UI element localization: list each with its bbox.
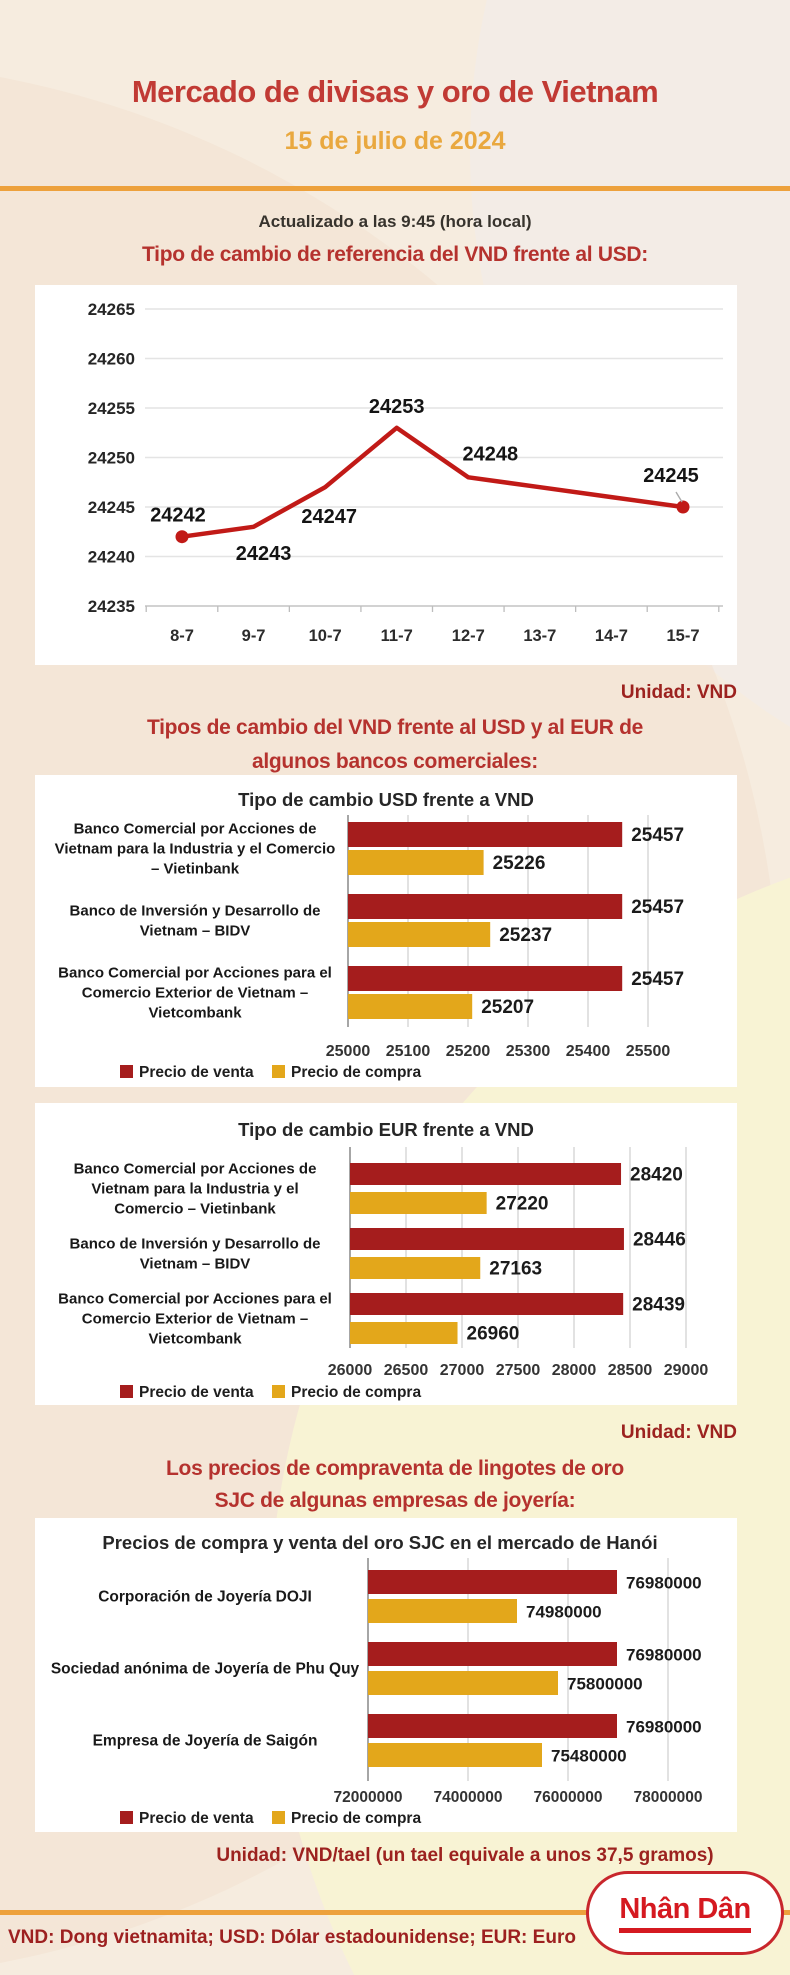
usd-vnd-bar-chart: Tipo de cambio USD frente a VND 25000 2510… [55, 789, 684, 1081]
svg-text:26000: 26000 [328, 1362, 373, 1379]
svg-text:14-7: 14-7 [595, 627, 628, 645]
section-heading-gold: Los precios de compraventa de lingotes d… [166, 1457, 624, 1512]
svg-text:24260: 24260 [88, 350, 135, 369]
svg-text:25100: 25100 [386, 1043, 431, 1060]
svg-text:Precios de compra y venta del: Precios de compra y venta del oro SJC en… [102, 1532, 657, 1553]
svg-text:27000: 27000 [440, 1362, 485, 1379]
footer-abbreviations: VND: Dong vietnamita; USD: Dólar estadou… [8, 1927, 576, 1948]
svg-text:27500: 27500 [496, 1362, 541, 1379]
nhan-dan-logo: Nhân Dân [586, 1871, 784, 1955]
svg-text:24242: 24242 [150, 505, 206, 527]
svg-text:24245: 24245 [88, 498, 135, 517]
svg-text:24245: 24245 [643, 465, 699, 487]
svg-text:15-7: 15-7 [666, 627, 699, 645]
svg-text:78000000: 78000000 [634, 1789, 703, 1806]
svg-text:24253: 24253 [369, 396, 425, 418]
svg-text:27163: 27163 [489, 1259, 542, 1280]
svg-text:Tipo de cambio USD frente a VN: Tipo de cambio USD frente a VND [238, 789, 534, 810]
svg-text:26500: 26500 [384, 1362, 429, 1379]
svg-text:11-7: 11-7 [381, 627, 413, 645]
svg-text:24265: 24265 [88, 300, 135, 319]
svg-text:8-7: 8-7 [170, 627, 194, 645]
svg-text:Precio de venta: Precio de venta [139, 1384, 254, 1401]
svg-text:25237: 25237 [499, 925, 552, 946]
svg-text:25300: 25300 [506, 1043, 551, 1060]
svg-text:Banco Comercial por Acciones d: Banco Comercial por Acciones de Vietnam p… [74, 1161, 317, 1218]
svg-text:28439: 28439 [632, 1295, 685, 1316]
unit-label-gold: Unidad: VND/tael (un tael equivale a uno… [216, 1845, 714, 1866]
svg-text:13-7: 13-7 [523, 627, 556, 645]
svg-text:28500: 28500 [608, 1362, 653, 1379]
svg-text:25226: 25226 [493, 853, 546, 874]
svg-text:27220: 27220 [496, 1194, 549, 1215]
section-heading-reference-rate: Tipo de cambio de referencia del VND fre… [142, 243, 648, 266]
page-title: Mercado de divisas y oro de Vietnam [131, 74, 659, 109]
svg-text:26960: 26960 [467, 1324, 520, 1345]
unit-label-reference: Unidad: VND [620, 682, 737, 703]
svg-text:Empresa de Joyería de Saigón: Empresa de Joyería de Saigón [93, 1733, 318, 1750]
svg-text:25457: 25457 [631, 969, 684, 990]
svg-text:74000000: 74000000 [434, 1789, 503, 1806]
svg-text:28446: 28446 [633, 1230, 686, 1251]
svg-text:25000: 25000 [326, 1043, 371, 1060]
svg-text:24235: 24235 [88, 597, 135, 616]
svg-text:25207: 25207 [481, 997, 534, 1018]
svg-text:75480000: 75480000 [551, 1747, 627, 1766]
svg-text:Tipo de cambio EUR frente a VN: Tipo de cambio EUR frente a VND [238, 1119, 534, 1140]
footer-divider [0, 1910, 790, 1915]
svg-text:25500: 25500 [626, 1043, 671, 1060]
eur-vnd-chart-panel: Tipo de cambio EUR frente a VND 26000 2650… [35, 1103, 737, 1405]
svg-text:29000: 29000 [664, 1362, 709, 1379]
reference-rate-chart-panel: 24235 24240 24245 24250 24255 24260 24265 8-7 9-… [35, 285, 737, 665]
header-divider [0, 186, 790, 191]
svg-text:Banco Comercial por Acciones d: Banco Comercial por Acciones de Vietnam p… [55, 821, 336, 878]
svg-text:Sociedad anónima de Joyería de: Sociedad anónima de Joyería de Phu Quy [51, 1661, 360, 1678]
gold-sjc-chart-panel: Precios de compra y venta del oro SJC en… [35, 1518, 737, 1832]
svg-text:25400: 25400 [566, 1043, 611, 1060]
svg-text:75800000: 75800000 [567, 1675, 643, 1694]
svg-text:Precio de compra: Precio de compra [291, 1810, 421, 1827]
svg-text:Precio de compra: Precio de compra [291, 1064, 421, 1081]
svg-text:24240: 24240 [88, 548, 135, 567]
svg-text:24250: 24250 [88, 449, 135, 468]
svg-text:25457: 25457 [631, 897, 684, 918]
svg-text:Banco Comercial por Acciones p: Banco Comercial por Acciones para el Come… [58, 965, 332, 1022]
svg-text:Precio de venta: Precio de venta [139, 1064, 254, 1081]
updated-note: Actualizado a las 9:45 (hora local) [258, 212, 532, 231]
section-heading-bank-rates: Tipos de cambio del VND frente al USD y … [146, 716, 644, 773]
svg-text:9-7: 9-7 [242, 627, 266, 645]
svg-text:Precio de compra: Precio de compra [291, 1384, 421, 1401]
reference-rate-line-chart: 24235 24240 24245 24250 24255 24260 24265 8-7 9-… [88, 300, 723, 645]
eur-vnd-bar-chart: Tipo de cambio EUR frente a VND 26000 2650… [58, 1119, 709, 1401]
svg-text:10-7: 10-7 [309, 627, 342, 645]
svg-text:74980000: 74980000 [526, 1603, 602, 1622]
svg-text:76980000: 76980000 [626, 1718, 702, 1737]
svg-text:76980000: 76980000 [626, 1574, 702, 1593]
svg-text:72000000: 72000000 [334, 1789, 403, 1806]
svg-text:24247: 24247 [301, 506, 357, 528]
svg-text:28000: 28000 [552, 1362, 597, 1379]
svg-text:28420: 28420 [630, 1165, 683, 1186]
gold-sjc-bar-chart: Precios de compra y venta del oro SJC en… [51, 1532, 703, 1827]
svg-text:25457: 25457 [631, 825, 684, 846]
svg-text:12-7: 12-7 [452, 627, 485, 645]
svg-text:Corporación de Joyería DOJI: Corporación de Joyería DOJI [98, 1589, 312, 1606]
svg-text:24255: 24255 [88, 399, 135, 418]
svg-text:24248: 24248 [462, 443, 518, 465]
svg-text:Precio de venta: Precio de venta [139, 1810, 254, 1827]
svg-text:76980000: 76980000 [626, 1646, 702, 1665]
unit-label-banks: Unidad: VND [620, 1422, 737, 1443]
nhan-dan-logo-text: Nhân Dân [619, 1893, 751, 1933]
svg-text:Banco Comercial por Acciones p: Banco Comercial por Acciones para el Come… [58, 1291, 332, 1348]
svg-text:Banco de Inversión y Desarroll: Banco de Inversión y Desarrollo de Vietna… [70, 903, 321, 940]
page-date: 15 de julio de 2024 [284, 127, 506, 155]
svg-text:76000000: 76000000 [534, 1789, 603, 1806]
svg-text:24243: 24243 [236, 543, 292, 565]
svg-text:Banco de Inversión y Desarroll: Banco de Inversión y Desarrollo de Vietna… [70, 1236, 321, 1273]
usd-vnd-chart-panel: Tipo de cambio USD frente a VND 25000 2510… [35, 775, 737, 1087]
svg-text:25200: 25200 [446, 1043, 491, 1060]
